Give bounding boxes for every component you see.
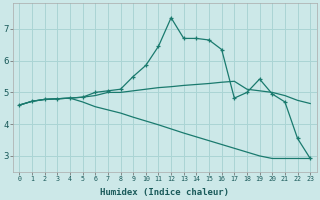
X-axis label: Humidex (Indice chaleur): Humidex (Indice chaleur) [100, 188, 229, 197]
